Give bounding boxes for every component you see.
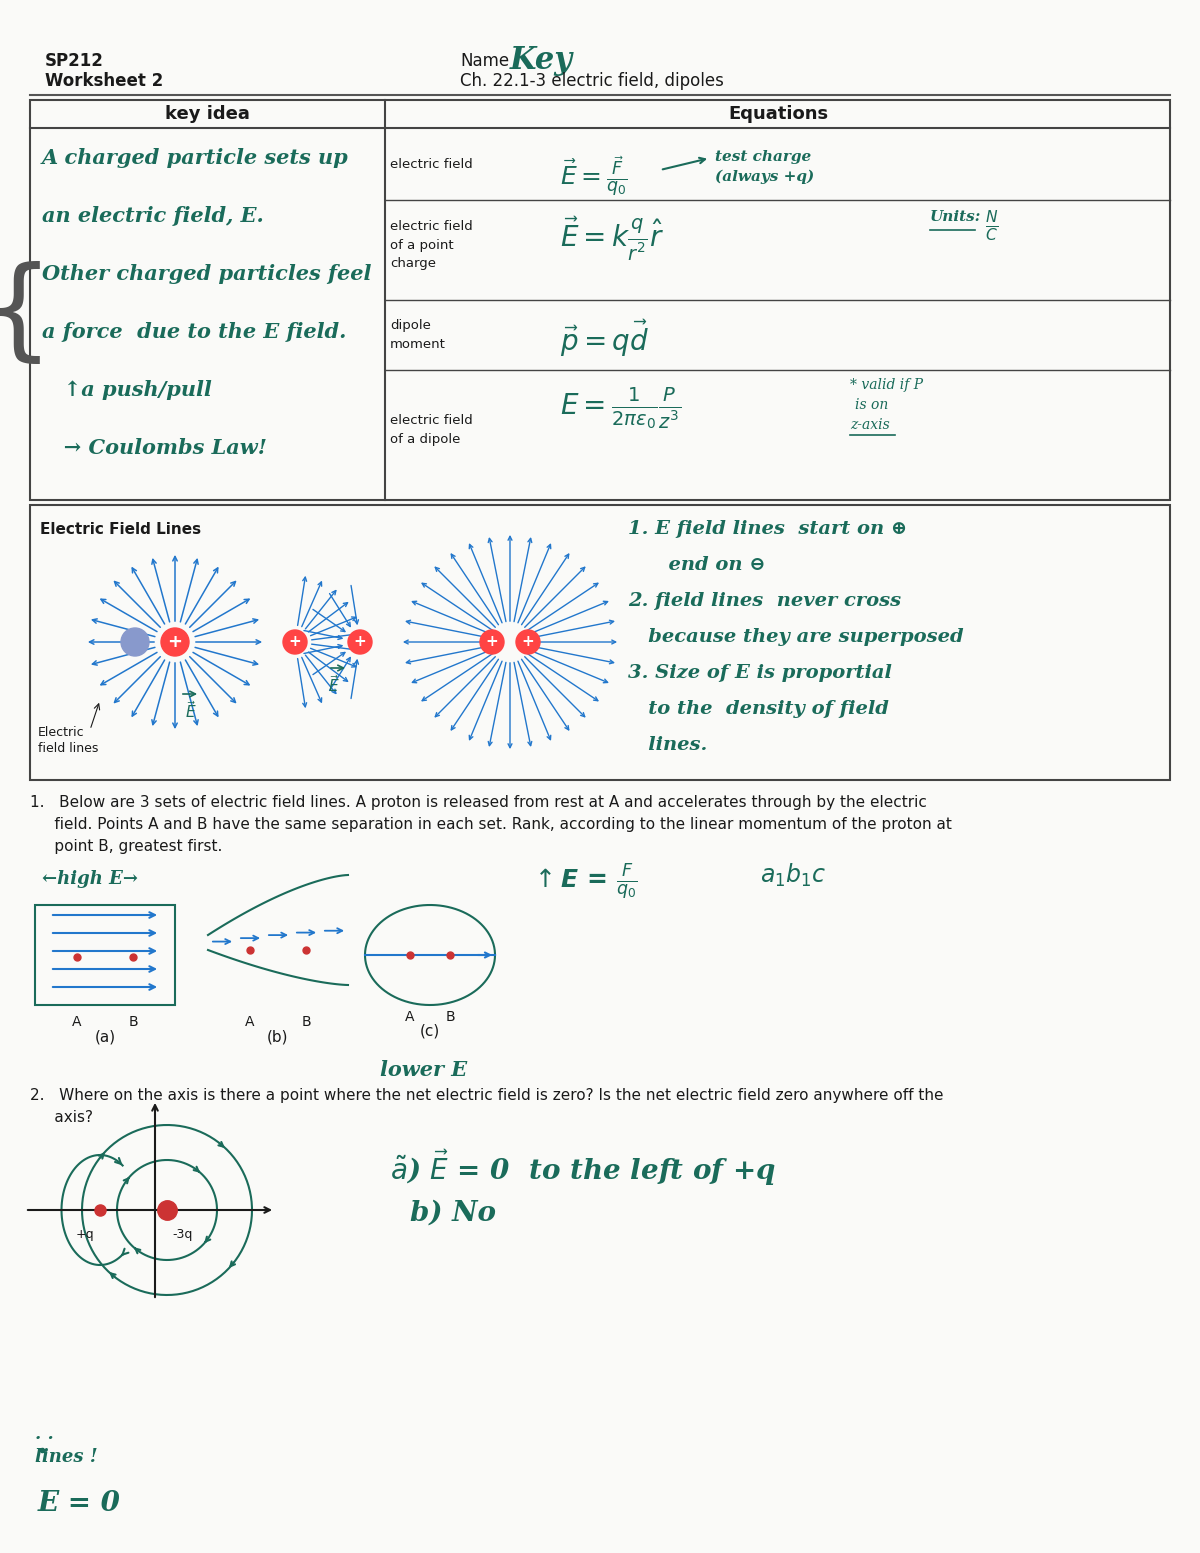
Text: dipole
moment: dipole moment — [390, 320, 446, 351]
Text: test charge: test charge — [715, 151, 811, 165]
Text: point B, greatest first.: point B, greatest first. — [30, 839, 222, 854]
Text: electric field: electric field — [390, 157, 473, 171]
Text: A: A — [245, 1016, 254, 1030]
Text: +: + — [289, 635, 301, 649]
Text: Name: Name — [460, 51, 509, 70]
Text: +: + — [522, 635, 534, 649]
Text: $\vec{p} = q\vec{d}$: $\vec{p} = q\vec{d}$ — [560, 318, 649, 359]
Text: $\vec{E}$: $\vec{E}$ — [328, 674, 340, 694]
Text: Ch. 22.1-3 electric field, dipoles: Ch. 22.1-3 electric field, dipoles — [460, 71, 724, 90]
Text: +: + — [354, 635, 366, 649]
Text: (b): (b) — [268, 1030, 289, 1045]
Text: Other charged particles feel: Other charged particles feel — [42, 264, 371, 284]
Text: A: A — [72, 1016, 82, 1030]
Circle shape — [516, 631, 540, 654]
Text: A: A — [406, 1009, 415, 1023]
Text: E = 0: E = 0 — [38, 1489, 121, 1517]
Text: (c): (c) — [420, 1023, 440, 1037]
Text: lines.: lines. — [628, 736, 707, 755]
Text: because they are superposed: because they are superposed — [628, 627, 964, 646]
Text: $a_1 b_1 c$: $a_1 b_1 c$ — [760, 862, 827, 890]
Text: $\frac{N}{C}$: $\frac{N}{C}$ — [985, 208, 998, 242]
Text: axis?: axis? — [30, 1110, 94, 1124]
Text: Electric
field lines: Electric field lines — [38, 725, 98, 755]
Text: $\uparrow$E = $\frac{F}{q_0}$: $\uparrow$E = $\frac{F}{q_0}$ — [530, 862, 637, 901]
Circle shape — [480, 631, 504, 654]
Text: $\vec{E} = \frac{\vec{F}}{q_0}$: $\vec{E} = \frac{\vec{F}}{q_0}$ — [560, 155, 628, 199]
Text: {: { — [0, 261, 53, 368]
Text: (always +q): (always +q) — [715, 169, 815, 185]
Text: an electric field, E.: an electric field, E. — [42, 207, 264, 227]
Text: ←high E→: ←high E→ — [42, 870, 138, 888]
Text: electric field
of a dipole: electric field of a dipole — [390, 415, 473, 446]
Text: end on ⊖: end on ⊖ — [628, 556, 766, 575]
Text: * valid if P: * valid if P — [850, 377, 923, 391]
Text: +: + — [486, 635, 498, 649]
Text: 1. E field lines  start on ⊕: 1. E field lines start on ⊕ — [628, 520, 907, 537]
Text: 3. Size of E is proportial: 3. Size of E is proportial — [628, 665, 892, 682]
Text: Worksheet 2: Worksheet 2 — [46, 71, 163, 90]
Text: lower E: lower E — [380, 1061, 467, 1079]
Circle shape — [121, 627, 149, 655]
Text: Equations: Equations — [728, 106, 828, 123]
Text: is on: is on — [854, 398, 888, 412]
Text: z-axis: z-axis — [850, 418, 889, 432]
Text: a force  due to the E field.: a force due to the E field. — [42, 321, 347, 342]
Text: 2. field lines  never cross: 2. field lines never cross — [628, 592, 901, 610]
Text: → Coulombs Law!: → Coulombs Law! — [42, 438, 266, 458]
Text: electric field
of a point
charge: electric field of a point charge — [390, 221, 473, 270]
Circle shape — [161, 627, 190, 655]
Text: ↑a push/pull: ↑a push/pull — [42, 380, 211, 401]
Text: key idea: key idea — [164, 106, 250, 123]
Text: $\vec{E}$: $\vec{E}$ — [185, 700, 197, 721]
Text: 2.   Where on the axis is there a point where the net electric field is zero? Is: 2. Where on the axis is there a point wh… — [30, 1089, 943, 1103]
Circle shape — [283, 631, 307, 654]
Text: to the  density of field: to the density of field — [628, 700, 889, 717]
Text: B: B — [301, 1016, 311, 1030]
Text: +: + — [168, 634, 182, 651]
Text: 1.   Below are 3 sets of electric field lines. A proton is released from rest at: 1. Below are 3 sets of electric field li… — [30, 795, 926, 811]
Text: A charged particle sets up: A charged particle sets up — [42, 148, 349, 168]
Text: Key: Key — [510, 45, 574, 76]
Text: b) No: b) No — [410, 1200, 496, 1227]
Text: -3q: -3q — [172, 1228, 192, 1241]
Text: B: B — [128, 1016, 138, 1030]
Text: SP212: SP212 — [46, 51, 104, 70]
Circle shape — [348, 631, 372, 654]
Text: $E = \frac{1}{2\pi\varepsilon_0}\frac{P}{z^3}$: $E = \frac{1}{2\pi\varepsilon_0}\frac{P}… — [560, 385, 682, 430]
Text: (a): (a) — [95, 1030, 115, 1045]
Text: Electric Field Lines: Electric Field Lines — [40, 522, 202, 537]
Text: $\tilde{a}$) $\vec{E}$ = 0  to the left of +q: $\tilde{a}$) $\vec{E}$ = 0 to the left o… — [390, 1148, 776, 1188]
Text: +q: +q — [76, 1228, 95, 1241]
Text: field. Points A and B have the same separation in each set. Rank, according to t: field. Points A and B have the same sepa… — [30, 817, 952, 832]
Text: · ·
lines !: · · lines ! — [35, 1430, 97, 1466]
Text: B: B — [445, 1009, 455, 1023]
Text: $\vec{E} = k\frac{q}{r^2}\hat{r}$: $\vec{E} = k\frac{q}{r^2}\hat{r}$ — [560, 214, 664, 264]
Text: Units:: Units: — [930, 210, 982, 224]
